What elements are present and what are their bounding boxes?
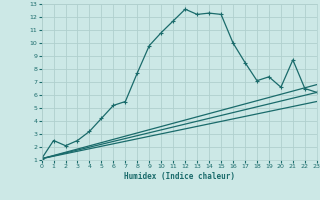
X-axis label: Humidex (Indice chaleur): Humidex (Indice chaleur) <box>124 172 235 181</box>
